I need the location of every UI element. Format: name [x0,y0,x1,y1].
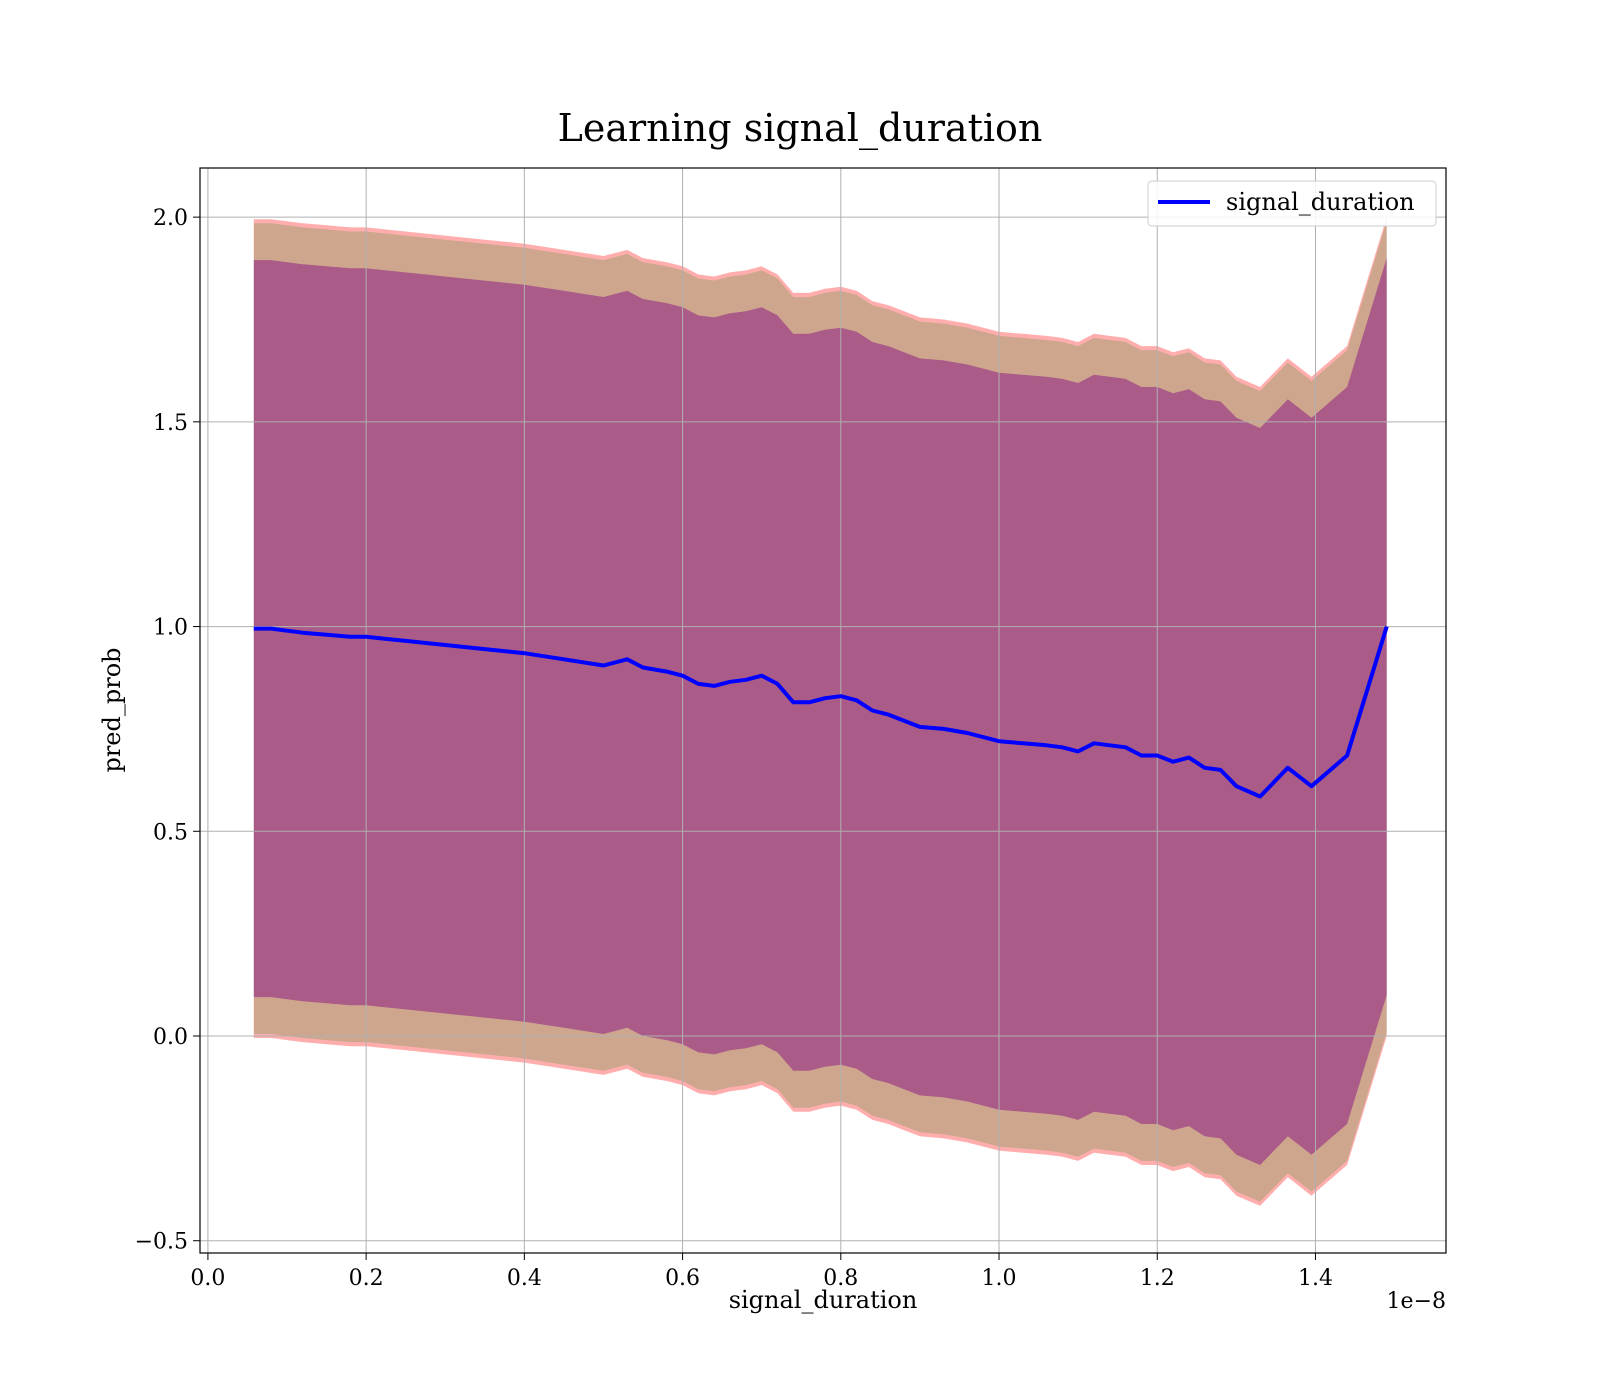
y-tick-label: 0.0 [153,1025,188,1050]
y-tick-label: 2.0 [153,206,188,231]
x-tick-label: 0.0 [190,1266,225,1291]
x-tick-label: 0.2 [349,1266,384,1291]
y-axis-label: pred_prob [98,647,126,772]
x-axis-ticks: 0.0 0.2 0.4 0.6 0.8 1.0 1.2 1.4 [190,1253,1333,1291]
y-tick-label: 0.5 [153,820,188,845]
x-tick-label: 0.4 [507,1266,542,1291]
x-tick-label: 1.2 [1140,1266,1175,1291]
legend: signal_duration [1147,180,1437,227]
x-tick-label: 1.4 [1298,1266,1333,1291]
confidence-band-1 [253,217,1387,1206]
x-axis-label: signal_duration [729,1286,918,1314]
x-tick-label: 1.0 [982,1266,1017,1291]
confidence-band-3 [253,258,1387,1166]
y-tick-label: −0.5 [135,1230,188,1255]
series-line-signal-duration [253,626,1389,799]
grid-lines [200,168,1446,1253]
chart-title: Learning signal_duration [558,106,1043,151]
plot-frame [199,167,1447,1254]
legend-box [1147,180,1437,227]
y-tick-label: 1.5 [153,411,188,436]
x-axis-offset-label: 1e−8 [1387,1289,1446,1314]
x-tick-label: 0.8 [823,1266,858,1291]
confidence-band-2 [253,221,1387,1202]
legend-entry-signal-duration: signal_duration [1226,188,1415,216]
x-tick-label: 0.6 [665,1266,700,1291]
series-lines [253,626,1389,799]
y-tick-label: 1.0 [153,616,188,641]
y-axis-ticks: −0.5 0.0 0.5 1.0 1.5 2.0 [135,206,200,1255]
confidence-bands [253,217,1387,1206]
